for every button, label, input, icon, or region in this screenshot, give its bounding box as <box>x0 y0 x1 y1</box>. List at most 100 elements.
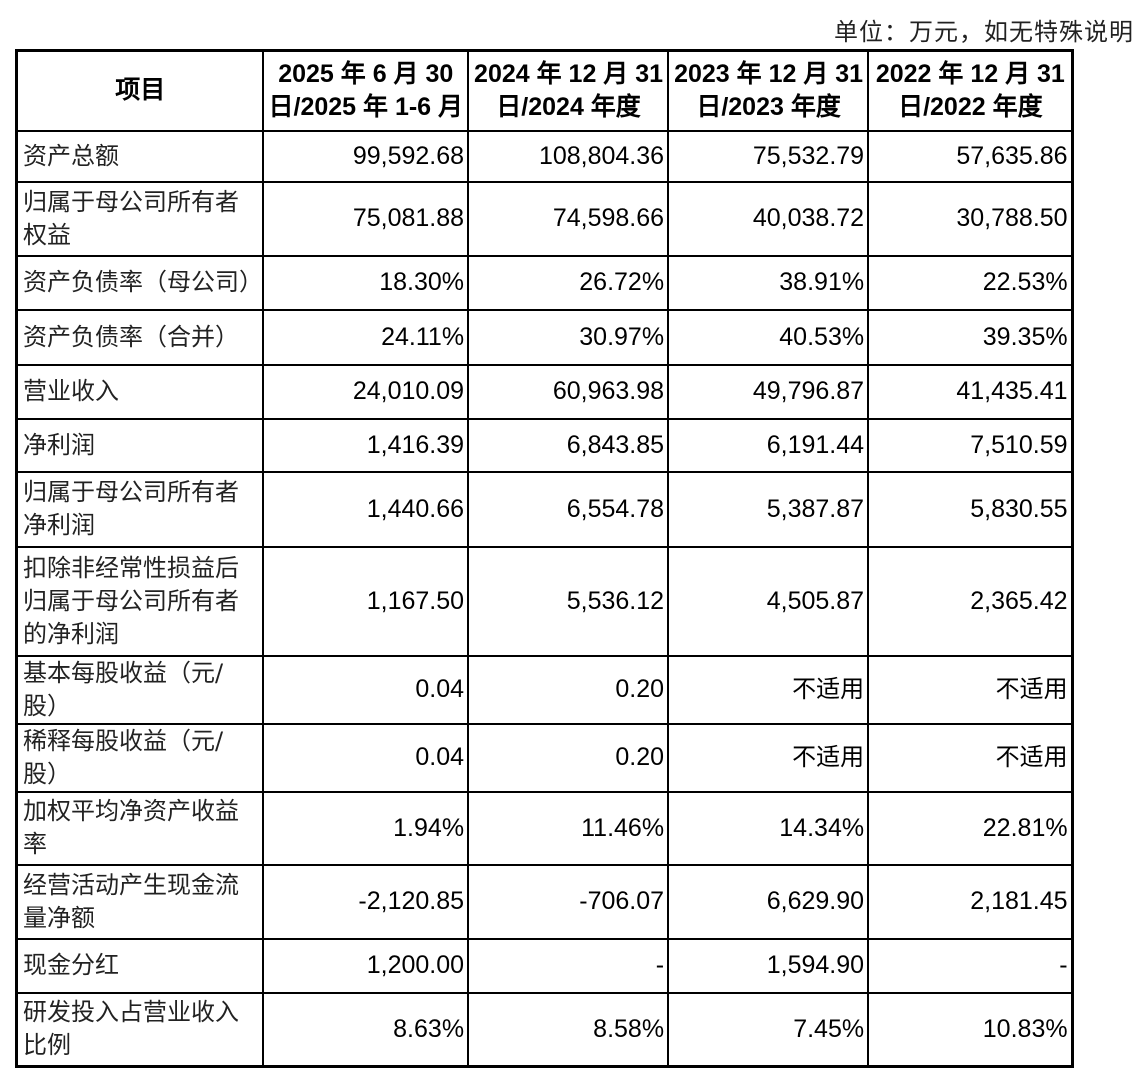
cell-2024: 0.20 <box>467 654 670 725</box>
cell-2023: 6,629.90 <box>667 863 870 940</box>
cell-2022: 不适用 <box>867 722 1074 793</box>
cell-2024: 26.72% <box>467 254 670 311</box>
column-header-2025h1: 2025 年 6 月 30 日/2025 年 1-6 月 <box>261 49 470 132</box>
cell-2022: 不适用 <box>867 654 1074 725</box>
cell-2023: 40.53% <box>667 308 870 366</box>
column-header-line1: 2022 年 12 月 31 <box>875 59 1065 88</box>
cell-2023: 不适用 <box>667 654 870 725</box>
table-row-cash-dividend: 现金分红 1,200.00 - 1,594.90 - <box>15 937 1074 994</box>
financial-summary-table: 项目 2025 年 6 月 30 日/2025 年 1-6 月 2024 年 1… <box>15 49 1074 1068</box>
column-header-2023: 2023 年 12 月 31 日/2023 年度 <box>667 49 870 132</box>
table-row-parent-net-profit: 归属于母公司所有者净利润 1,440.66 6,554.78 5,387.87 … <box>15 470 1074 548</box>
cell-2023: 4,505.87 <box>667 545 870 657</box>
column-header-2024: 2024 年 12 月 31 日/2024 年度 <box>467 49 670 132</box>
column-header-item: 项目 <box>15 49 264 132</box>
cell-2025h1: 75,081.88 <box>261 180 470 257</box>
cell-2025h1: 0.04 <box>261 654 470 725</box>
cell-2024: 6,843.85 <box>467 417 670 473</box>
column-header-line2: 日/2025 年 1-6 月 <box>268 92 464 121</box>
cell-2025h1: 24,010.09 <box>261 363 470 420</box>
cell-2025h1: 1,200.00 <box>261 937 470 994</box>
cell-2024: -706.07 <box>467 863 670 940</box>
cell-2022: 2,365.42 <box>867 545 1074 657</box>
cell-2022: 30,788.50 <box>867 180 1074 257</box>
cell-2024: 6,554.78 <box>467 470 670 548</box>
header-row: 项目 2025 年 6 月 30 日/2025 年 1-6 月 2024 年 1… <box>15 49 1074 132</box>
cell-2025h1: 1,167.50 <box>261 545 470 657</box>
column-header-line2: 日/2023 年度 <box>696 92 841 121</box>
column-header-2022: 2022 年 12 月 31 日/2022 年度 <box>867 49 1074 132</box>
cell-2022: 41,435.41 <box>867 363 1074 420</box>
table-row-operating-cash-flow: 经营活动产生现金流量净额 -2,120.85 -706.07 6,629.90 … <box>15 863 1074 940</box>
column-header-line1: 2025 年 6 月 30 <box>278 59 454 88</box>
cell-2024: 0.20 <box>467 722 670 793</box>
cell-2025h1: 99,592.68 <box>261 129 470 183</box>
cell-2023: 38.91% <box>667 254 870 311</box>
column-header-line1: 2024 年 12 月 31 <box>474 59 664 88</box>
cell-2024: 11.46% <box>467 790 670 866</box>
row-label: 扣除非经常性损益后归属于母公司所有者的净利润 <box>15 545 264 657</box>
cell-2024: 8.58% <box>467 991 670 1068</box>
cell-2023: 49,796.87 <box>667 363 870 420</box>
unit-note: 单位：万元，如无特殊说明 <box>834 18 1134 46</box>
row-label: 归属于母公司所有者权益 <box>15 180 264 257</box>
cell-2024: 74,598.66 <box>467 180 670 257</box>
cell-2022: - <box>867 937 1074 994</box>
cell-2025h1: 0.04 <box>261 722 470 793</box>
column-header-item-label: 项目 <box>115 76 166 105</box>
cell-2023: 14.34% <box>667 790 870 866</box>
cell-2023: 6,191.44 <box>667 417 870 473</box>
cell-2024: 108,804.36 <box>467 129 670 183</box>
column-header-line1: 2023 年 12 月 31 <box>674 59 864 88</box>
cell-2024: - <box>467 937 670 994</box>
cell-2022: 10.83% <box>867 991 1074 1068</box>
row-label: 加权平均净资产收益率 <box>15 790 264 866</box>
cell-2024: 60,963.98 <box>467 363 670 420</box>
row-label: 稀释每股收益（元/股） <box>15 722 264 793</box>
table-row-basic-eps: 基本每股收益（元/股） 0.04 0.20 不适用 不适用 <box>15 654 1074 725</box>
cell-2024: 5,536.12 <box>467 545 670 657</box>
cell-2022: 5,830.55 <box>867 470 1074 548</box>
column-header-line2: 日/2024 年度 <box>496 92 641 121</box>
row-label: 资产总额 <box>15 129 264 183</box>
row-label: 经营活动产生现金流量净额 <box>15 863 264 940</box>
row-label: 资产负债率（母公司） <box>15 254 264 311</box>
cell-2025h1: 1,416.39 <box>261 417 470 473</box>
cell-2025h1: 8.63% <box>261 991 470 1068</box>
cell-2025h1: 24.11% <box>261 308 470 366</box>
cell-2022: 57,635.86 <box>867 129 1074 183</box>
table-row-rd-ratio: 研发投入占营业收入比例 8.63% 8.58% 7.45% 10.83% <box>15 991 1074 1068</box>
row-label: 研发投入占营业收入比例 <box>15 991 264 1068</box>
cell-2023: 40,038.72 <box>667 180 870 257</box>
row-label: 净利润 <box>15 417 264 473</box>
cell-2022: 39.35% <box>867 308 1074 366</box>
cell-2025h1: 18.30% <box>261 254 470 311</box>
column-header-line2: 日/2022 年度 <box>898 92 1043 121</box>
row-label: 资产负债率（合并） <box>15 308 264 366</box>
cell-2025h1: 1.94% <box>261 790 470 866</box>
table-row-weighted-roe: 加权平均净资产收益率 1.94% 11.46% 14.34% 22.81% <box>15 790 1074 866</box>
cell-2025h1: 1,440.66 <box>261 470 470 548</box>
table-row-total-assets: 资产总额 99,592.68 108,804.36 75,532.79 57,6… <box>15 129 1074 183</box>
table-row-diluted-eps: 稀释每股收益（元/股） 0.04 0.20 不适用 不适用 <box>15 722 1074 793</box>
row-label: 营业收入 <box>15 363 264 420</box>
row-label: 现金分红 <box>15 937 264 994</box>
cell-2023: 75,532.79 <box>667 129 870 183</box>
table-row-parent-equity: 归属于母公司所有者权益 75,081.88 74,598.66 40,038.7… <box>15 180 1074 257</box>
cell-2022: 22.81% <box>867 790 1074 866</box>
row-label: 基本每股收益（元/股） <box>15 654 264 725</box>
cell-2022: 2,181.45 <box>867 863 1074 940</box>
row-label: 归属于母公司所有者净利润 <box>15 470 264 548</box>
cell-2022: 22.53% <box>867 254 1074 311</box>
table-row-revenue: 营业收入 24,010.09 60,963.98 49,796.87 41,43… <box>15 363 1074 420</box>
cell-2022: 7,510.59 <box>867 417 1074 473</box>
cell-2023: 不适用 <box>667 722 870 793</box>
table-row-debt-ratio-consolidated: 资产负债率（合并） 24.11% 30.97% 40.53% 39.35% <box>15 308 1074 366</box>
table-row-debt-ratio-parent: 资产负债率（母公司） 18.30% 26.72% 38.91% 22.53% <box>15 254 1074 311</box>
cell-2024: 30.97% <box>467 308 670 366</box>
cell-2023: 5,387.87 <box>667 470 870 548</box>
cell-2025h1: -2,120.85 <box>261 863 470 940</box>
table-row-net-profit: 净利润 1,416.39 6,843.85 6,191.44 7,510.59 <box>15 417 1074 473</box>
table-row-adjusted-parent-net-profit: 扣除非经常性损益后归属于母公司所有者的净利润 1,167.50 5,536.12… <box>15 545 1074 657</box>
cell-2023: 7.45% <box>667 991 870 1068</box>
